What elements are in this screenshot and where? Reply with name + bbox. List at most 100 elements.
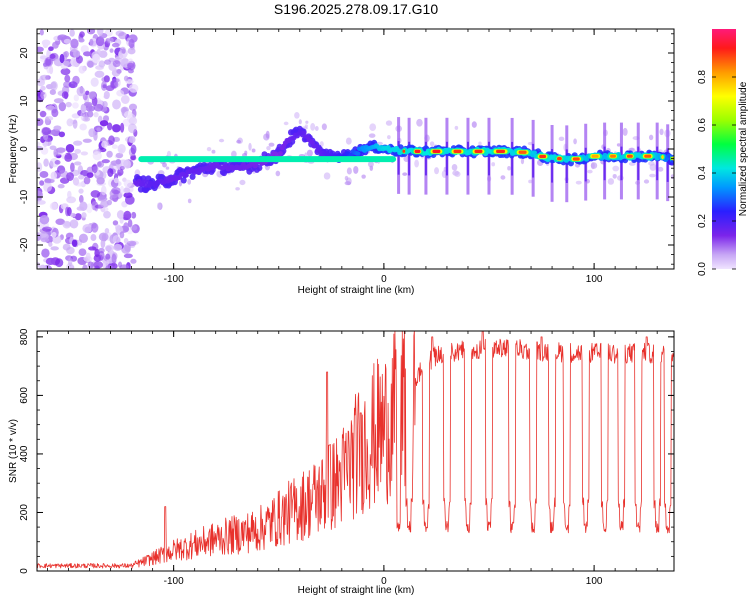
spectrogram-halo-cell <box>344 181 352 186</box>
spectrogram-noise-cell <box>78 195 84 204</box>
spectrogram-noise-cell <box>95 36 105 47</box>
spectrogram-ridge-core <box>301 130 307 136</box>
spectrogram-noise-cell <box>83 101 93 107</box>
spectrogram-ridge-core <box>304 134 310 139</box>
spectrogram-halo-cell <box>434 167 440 175</box>
spectrogram-halo-cell <box>236 139 241 144</box>
spectrogram-noise-cell <box>96 161 105 168</box>
spectrogram-noise-cell <box>91 201 98 211</box>
spectrogram-noise-cell <box>78 65 86 74</box>
spectrogram-noise-cell <box>79 123 87 131</box>
spectrogram-noise-cell <box>39 171 49 178</box>
spectrogram-noise-cell <box>111 253 117 264</box>
spectrogram-noise-cell <box>119 185 125 195</box>
spectrogram-noise-cell <box>128 123 137 134</box>
spectrogram-noise-cell <box>72 75 80 85</box>
spectrogram-noise-cell <box>59 53 65 64</box>
spectrogram-noise-cell <box>41 39 51 47</box>
spectrogram-noise-cell <box>40 85 46 91</box>
spectrogram-noise-cell <box>107 37 114 44</box>
spectrogram-noise-cell <box>88 105 95 112</box>
spectrogram-noise-cell <box>69 219 79 229</box>
spectrogram-noise-cell <box>42 226 52 232</box>
spectrogram-dropout-streak <box>603 146 606 181</box>
spectrogram-noise-cell <box>111 42 120 48</box>
spectrogram-halo-cell <box>268 142 275 147</box>
spectrogram-noise-cell <box>87 261 94 269</box>
spectrogram-noise-cell <box>126 240 137 247</box>
spectrogram-halo-cell <box>657 166 664 172</box>
spectrogram-halo-cell <box>305 120 309 124</box>
spectrogram-noise-cell <box>85 252 91 261</box>
spectrogram-halo-cell <box>454 125 459 130</box>
spectrogram-noise-cell <box>78 248 87 256</box>
spectrogram-halo-cell <box>361 174 366 179</box>
spectrogram-noise-cell <box>41 248 50 258</box>
spectrogram-noise-cell <box>83 176 91 185</box>
spectrogram-noise-cell <box>113 243 123 251</box>
spectrogram-halo-cell <box>622 127 628 136</box>
spectrogram-halo-cell <box>451 164 458 171</box>
spectrogram-noise-cell <box>57 34 68 40</box>
spectrogram-noise-cell <box>104 244 115 252</box>
spectrogram-noise-cell <box>49 53 56 59</box>
y-tick-label: 600 <box>19 387 30 404</box>
spectrogram-ridge-core <box>313 143 319 149</box>
spectrogram-noise-cell <box>120 95 130 104</box>
spectrogram-noise-cell <box>98 60 106 68</box>
spectrogram-halo-cell <box>616 143 621 147</box>
spectrogram-noise-cell <box>78 233 88 244</box>
spectrogram-noise-cell <box>111 69 121 77</box>
spectrogram-halo-cell <box>162 162 167 168</box>
spectrogram-noise-cell <box>49 145 57 151</box>
spectrogram-noise-cell <box>78 174 85 180</box>
spectrogram-noise-cell <box>119 231 125 239</box>
spectrogram-noise-cell <box>130 155 137 161</box>
spectrogram-noise-cell <box>39 214 50 225</box>
spectrogram-halo-cell <box>649 173 656 178</box>
spectrogram-noise-cell <box>98 254 103 262</box>
spectrogram-halo-cell <box>346 167 352 175</box>
spectrogram-noise-cell <box>104 59 112 65</box>
spectrogram-noise-cell <box>92 53 101 64</box>
spectrogram-noise-cell <box>102 101 108 108</box>
spectrogram-noise-cell <box>119 216 124 224</box>
spectrogram-noise-cell <box>40 91 47 99</box>
spectrogram-halo-cell <box>643 179 650 184</box>
spectrogram-noise-cell <box>58 170 69 178</box>
spectrogram-halo-cell <box>649 163 657 171</box>
spectrogram-dropout-streak <box>424 141 427 176</box>
spectrogram-noise-cell <box>71 239 78 247</box>
spectrogram-noise-cell <box>50 81 57 89</box>
spectrogram-halo-cell <box>491 162 496 167</box>
spectrogram-noise-cell <box>80 111 85 121</box>
spectrogram-noise-cell <box>37 118 44 126</box>
spectrogram-noise-cell <box>44 56 54 67</box>
y-tick-label: 200 <box>19 504 30 521</box>
spectrogram-noise-cell <box>107 168 114 177</box>
spectrogram-heat-layer <box>37 29 674 269</box>
spectrogram-noise-cell <box>70 212 76 218</box>
spectrogram-noise-cell <box>74 213 82 221</box>
spectrogram-noise-cell <box>112 234 121 244</box>
spectrogram-noise-cell <box>37 141 41 147</box>
spectrogram-dropout-streak <box>408 141 411 176</box>
spectrogram-noise-cell <box>76 86 86 97</box>
spectrogram-ridge-peak <box>644 154 652 158</box>
spectrogram-noise-cell <box>96 177 105 185</box>
spectrogram-noise-cell <box>72 102 79 109</box>
spectrogram-noise-cell <box>48 46 54 52</box>
spectrogram-noise-cell <box>101 140 108 148</box>
spectrogram-noise-cell <box>118 31 128 40</box>
x-tick-label: 100 <box>586 274 603 285</box>
spectrogram-noise-cell <box>90 190 101 198</box>
spectrogram-halo-cell <box>520 158 525 165</box>
spectrogram-ridge-core <box>136 178 142 184</box>
spectrogram-ridge-peak <box>539 154 547 159</box>
spectrogram-noise-cell <box>65 206 70 217</box>
spectrogram-noise-cell <box>88 128 96 138</box>
spectrogram-halo-cell <box>235 187 240 191</box>
spectrogram-noise-cell <box>128 103 138 111</box>
snr-frame <box>36 330 675 572</box>
spectrogram-noise-cell <box>85 90 90 96</box>
